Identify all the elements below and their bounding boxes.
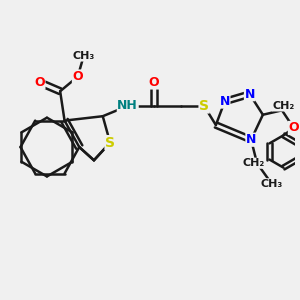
Text: CH₂: CH₂ (272, 101, 295, 111)
Text: CH₃: CH₃ (73, 51, 95, 61)
Text: O: O (149, 76, 160, 89)
Text: N: N (246, 133, 256, 146)
Text: S: S (199, 99, 209, 113)
Text: NH: NH (117, 99, 138, 112)
Text: N: N (220, 95, 230, 108)
Text: CH₃: CH₃ (261, 179, 283, 189)
Text: O: O (34, 76, 45, 89)
Text: N: N (244, 88, 255, 101)
Text: O: O (288, 122, 299, 134)
Text: S: S (105, 136, 115, 150)
Text: CH₂: CH₂ (243, 158, 265, 168)
Text: O: O (73, 70, 83, 83)
